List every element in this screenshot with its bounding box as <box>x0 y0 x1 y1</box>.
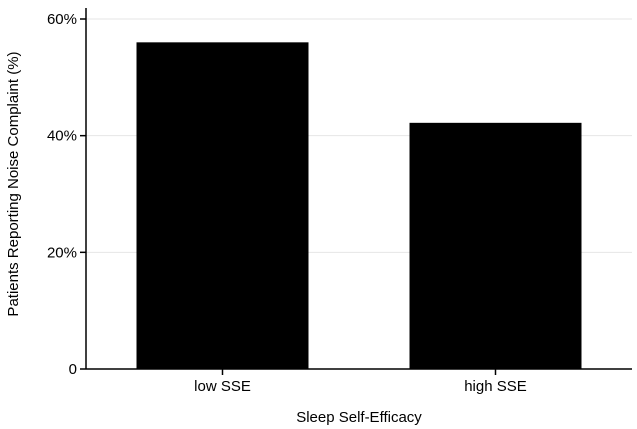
y-tick-label: 40% <box>47 128 77 145</box>
x-tick-label: low SSE <box>194 378 251 395</box>
y-tick-label: 0 <box>69 361 77 378</box>
bars <box>136 42 582 369</box>
x-axis-title: Sleep Self-Efficacy <box>296 409 422 426</box>
x-tick-label: high SSE <box>464 378 527 395</box>
y-tick-label: 20% <box>47 244 77 261</box>
y-tick-label: 60% <box>47 11 77 28</box>
y-axis-title: Patients Reporting Noise Complaint (%) <box>5 51 22 316</box>
bar-low-sse <box>136 42 309 369</box>
bar-high-sse <box>409 122 582 369</box>
axes <box>85 8 632 370</box>
x-axis-ticks: low SSE high SSE <box>194 369 527 395</box>
y-axis-ticks: 0 20% 40% 60% <box>47 11 86 378</box>
